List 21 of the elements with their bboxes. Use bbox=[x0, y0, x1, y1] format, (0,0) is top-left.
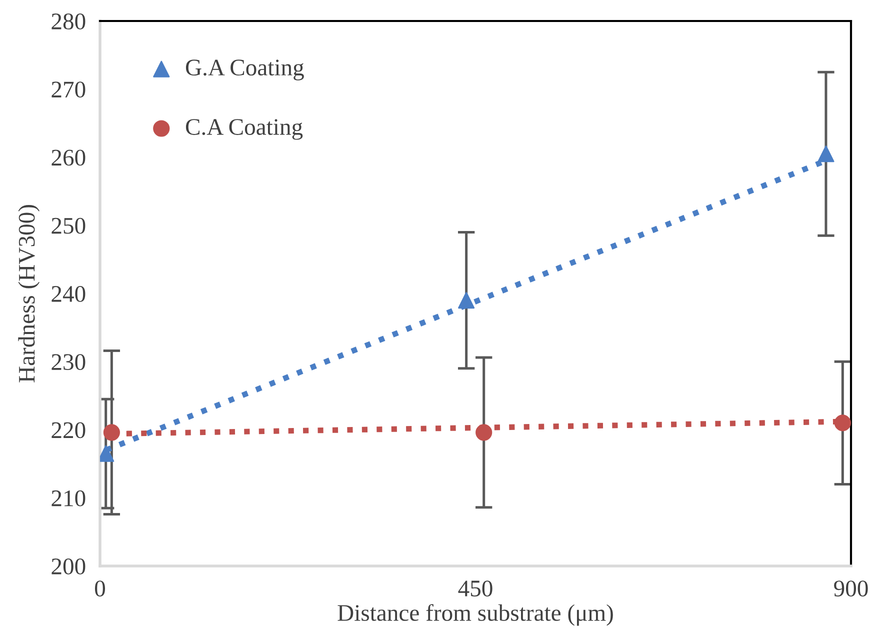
y-tick-label: 200 bbox=[52, 558, 86, 574]
legend-label: G.A Coating bbox=[186, 60, 304, 80]
y-tick-label: 260 bbox=[52, 150, 86, 166]
point bbox=[476, 424, 492, 441]
y-tick-label: 220 bbox=[52, 422, 86, 438]
point bbox=[834, 414, 851, 432]
x-tick-label: 900 bbox=[834, 580, 868, 597]
y-tick-label: 240 bbox=[52, 286, 86, 302]
y-tick-label: 270 bbox=[52, 82, 86, 98]
legend-label: C.A Coating bbox=[186, 119, 303, 140]
point bbox=[458, 292, 475, 309]
y-tick-label: 250 bbox=[52, 218, 86, 234]
y-tick-label: 210 bbox=[52, 490, 86, 506]
y-tick-label: 280 bbox=[52, 13, 86, 30]
y-axis-title: Hardness (HV300) bbox=[18, 205, 40, 382]
point bbox=[103, 424, 120, 441]
x-tick-label: 450 bbox=[458, 580, 492, 597]
y-tick-label: 230 bbox=[52, 354, 86, 370]
x-axis-title: Distance from substrate (μm) bbox=[338, 604, 613, 626]
x-tick-label: 0 bbox=[94, 580, 106, 597]
point bbox=[818, 146, 834, 162]
